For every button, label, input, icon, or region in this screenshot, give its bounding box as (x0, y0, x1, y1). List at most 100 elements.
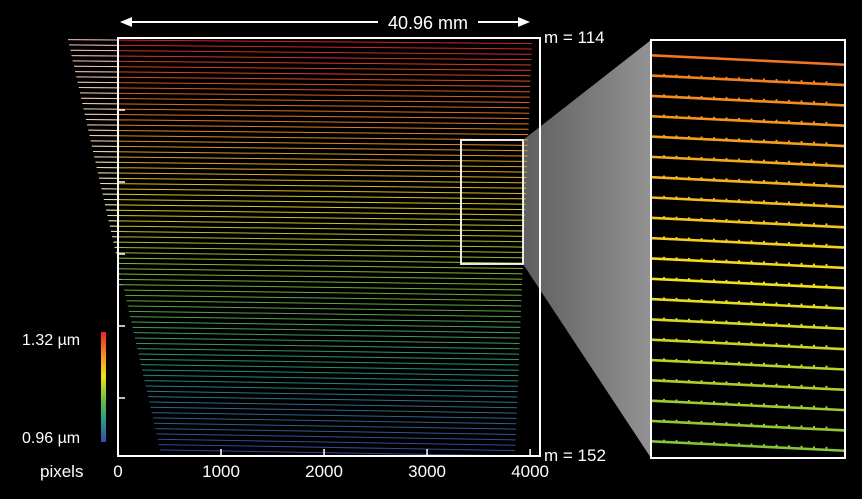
spectral-order-trace (103, 198, 526, 205)
order-top-label: m = 114 (544, 28, 605, 47)
spectral-order-trace (154, 422, 517, 430)
inset-comb-dot (800, 283, 803, 286)
spectral-order-trace (122, 284, 522, 291)
spectral-order-trace (73, 65, 531, 71)
inset-comb-dot (812, 344, 816, 347)
spectral-order-trace (107, 214, 525, 221)
inset-comb-dot (812, 182, 816, 185)
spectral-order-trace (124, 289, 522, 296)
spectral-order-trace (127, 305, 521, 312)
inset-comb-dot (800, 120, 803, 123)
inset-order-trace (651, 236, 845, 249)
spectral-order-trace (93, 151, 528, 157)
inset-comb-dot (800, 445, 803, 448)
inset-comb-dot (800, 100, 803, 103)
inset-order-trace (651, 216, 845, 229)
x-tick-label: 2000 (305, 462, 343, 481)
inset-comb-dot (812, 446, 816, 449)
inset-comb-dot (812, 243, 816, 246)
spectral-order-trace (69, 44, 532, 50)
inset-comb-dot (800, 323, 803, 326)
spectral-order-trace (155, 428, 516, 435)
inset-frame (650, 39, 846, 459)
inset-comb-dot (825, 467, 827, 469)
spectral-order-trace (131, 321, 521, 328)
inset-comb-dot (800, 344, 803, 347)
inset-comb-dot (800, 384, 803, 387)
inset-comb-dot (812, 303, 816, 307)
spectral-order-trace (95, 161, 527, 168)
spectral-order-trace (87, 124, 529, 130)
inset-comb-dot (800, 242, 803, 245)
inset-comb-dot (800, 404, 803, 408)
spectral-order-trace (108, 220, 525, 227)
spectral-order-trace (126, 300, 522, 307)
spectral-orders (67, 39, 533, 456)
inset-comb-dot (812, 364, 816, 368)
inset-comb-dot (788, 465, 790, 467)
inset-comb-dot (812, 202, 816, 205)
inset-order-trace (651, 257, 845, 270)
spectral-order-trace (128, 310, 521, 318)
inset-comb-dot (825, 324, 828, 328)
inset-order-trace (651, 419, 845, 432)
x-tick-label: 4000 (511, 462, 549, 481)
spectral-order-trace (146, 390, 518, 398)
spectral-order-trace (159, 449, 516, 456)
inset-comb-dot (812, 385, 816, 388)
inset-comb-dot (775, 465, 777, 467)
inset-comb-dot (738, 463, 740, 465)
spectral-order-trace (96, 166, 527, 173)
colorbar-min-label: 0.96 µm (22, 430, 80, 447)
inset-comb-dot (825, 81, 828, 84)
spectral-order-trace (118, 262, 523, 269)
x-axis-label: pixels (40, 462, 83, 481)
spectral-order-trace (158, 444, 516, 452)
inset-order-trace (651, 318, 845, 331)
spectral-order-trace (75, 71, 531, 77)
inset-order-trace (651, 74, 845, 87)
x-tick-label: 3000 (408, 462, 446, 481)
spectral-order-trace (115, 252, 524, 259)
inset-comb-dot (800, 222, 803, 225)
x-tick-label: 1000 (202, 462, 240, 481)
inset-comb-dot (812, 425, 816, 429)
inset-order-trace (651, 175, 845, 188)
spectral-order-trace (79, 92, 530, 98)
inset-comb-dot (825, 162, 828, 165)
plot-frame (117, 37, 541, 457)
spectral-order-trace (144, 380, 518, 387)
spectral-order-trace (148, 396, 518, 403)
inset-comb-dot (812, 263, 816, 266)
inset-comb-dot (812, 405, 816, 408)
spectral-order-trace (113, 241, 524, 248)
inset-comb-dot (812, 141, 816, 144)
inset-comb-dot (800, 364, 803, 367)
inset-comb-dot (825, 426, 828, 429)
spectral-order-trace (76, 76, 531, 82)
spectral-order-trace (140, 364, 519, 371)
inset-comb-dot (825, 142, 828, 145)
spectral-order-trace (157, 438, 516, 446)
spectral-order-trace (91, 145, 528, 152)
spectral-order-trace (105, 204, 526, 211)
inset-order-trace (651, 94, 845, 107)
spectral-order-trace (85, 119, 529, 125)
inset-comb-dot (825, 263, 828, 267)
spectral-order-trace (81, 97, 530, 103)
inset-comb-dot (800, 140, 803, 144)
spectral-order-trace (71, 55, 532, 61)
colorbar (101, 332, 106, 442)
inset-comb-dot (800, 161, 803, 164)
inset-comb-dot (813, 467, 815, 469)
inset-comb-dot (812, 100, 816, 104)
inset-order-trace (651, 439, 845, 453)
x-tick-label: 0 (113, 462, 122, 481)
spectral-order-trace (94, 156, 528, 162)
inset-order-trace (651, 358, 845, 371)
inset-comb-dot (800, 262, 803, 265)
spectral-order-trace (150, 406, 517, 414)
spectral-order-trace (152, 417, 517, 425)
inset-comb-dot (825, 223, 828, 226)
